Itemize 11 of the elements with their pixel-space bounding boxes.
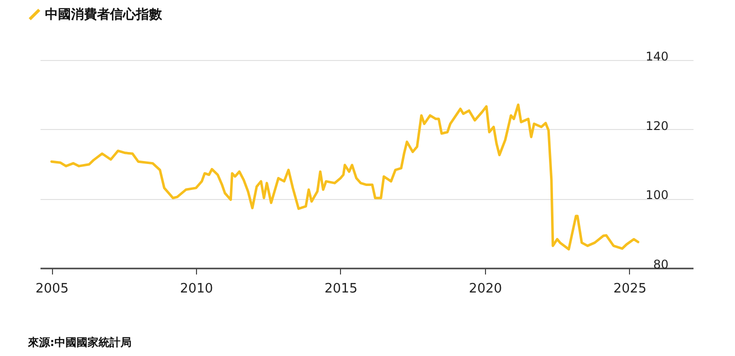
legend-label: 中國消費者信心指數 xyxy=(45,6,163,22)
y-tick-label: 120 xyxy=(646,118,668,133)
x-tick-label: 2010 xyxy=(180,282,214,296)
x-tick-label: 2005 xyxy=(36,282,69,296)
x-tick-label: 2025 xyxy=(613,282,646,296)
text: 來源:中國國家統計局 xyxy=(27,336,132,349)
y-tick-label: 140 xyxy=(646,50,668,64)
y-tick-label: 100 xyxy=(646,188,668,202)
y-tick-label: 80 xyxy=(653,258,668,272)
x-tick-label: 2020 xyxy=(468,282,502,296)
x-tick-label: 2015 xyxy=(324,282,358,296)
